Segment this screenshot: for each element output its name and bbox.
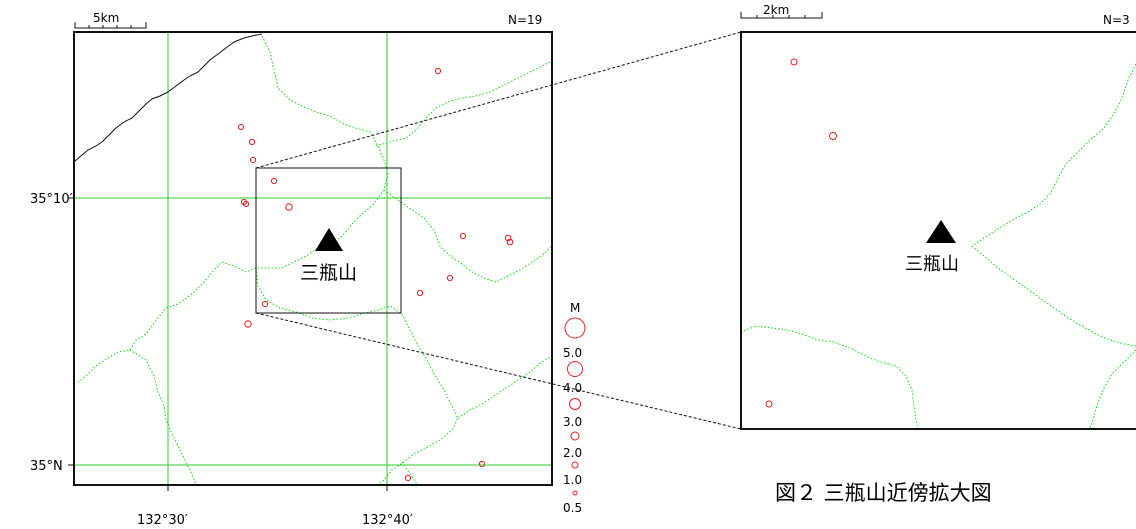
epicenter bbox=[447, 275, 452, 280]
epicenter bbox=[479, 461, 484, 466]
lon-label-132-40: 132°40′ bbox=[362, 513, 413, 528]
epicenter bbox=[238, 124, 243, 129]
magnitude-legend: M 5.0 4.0 3.0 2.0 1.0 0.5 bbox=[563, 301, 585, 515]
epicenter bbox=[262, 301, 267, 306]
left-frame-ticks bbox=[68, 198, 387, 491]
left-prefecture-borders bbox=[78, 36, 552, 486]
lat-label-35-10: 35°10′ bbox=[30, 192, 73, 207]
epicenter bbox=[435, 68, 440, 73]
legend-label-1: 1.0 bbox=[563, 473, 582, 487]
epicenter bbox=[417, 290, 422, 295]
left-map-frame bbox=[74, 32, 552, 485]
connector-bottom bbox=[256, 313, 741, 429]
legend-label-5: 5.0 bbox=[563, 346, 582, 360]
legend-circle-4 bbox=[568, 362, 583, 377]
legend-circle-05 bbox=[573, 491, 577, 495]
epicenter bbox=[271, 178, 276, 183]
legend-circle-1 bbox=[572, 462, 578, 468]
left-scale-bar: 5km bbox=[75, 11, 146, 28]
figure-caption: 図２ 三瓶山近傍拡大図 bbox=[775, 481, 992, 505]
left-count-label: N=19 bbox=[508, 13, 542, 27]
legend-circle-3 bbox=[570, 399, 581, 410]
epicenter bbox=[766, 401, 772, 407]
legend-circle-5 bbox=[565, 318, 585, 338]
right-scale-label: 2km bbox=[763, 3, 789, 17]
legend-labels: 5.0 4.0 3.0 2.0 1.0 0.5 bbox=[563, 346, 582, 515]
lon-label-132-30: 132°30′ bbox=[137, 513, 188, 528]
lat-label-35: 35°N bbox=[30, 459, 63, 474]
left-gridlines bbox=[74, 32, 552, 485]
epicenter bbox=[249, 139, 254, 144]
legend-label-4: 4.0 bbox=[563, 381, 582, 395]
right-count-label: N=3 bbox=[1103, 13, 1130, 27]
right-volcano-triangle-icon bbox=[926, 220, 956, 243]
right-map: 2km N=3 三瓶山 bbox=[741, 3, 1136, 429]
epicenter bbox=[791, 59, 797, 65]
right-scale-bar: 2km bbox=[741, 3, 822, 18]
epicenter bbox=[460, 233, 465, 238]
epicenter bbox=[830, 133, 837, 140]
right-volcano-label: 三瓶山 bbox=[905, 254, 959, 275]
connector-top bbox=[256, 32, 741, 168]
epicenter bbox=[250, 157, 255, 162]
epicenter bbox=[286, 204, 292, 210]
right-epicenters bbox=[766, 59, 837, 407]
legend-label-05: 0.5 bbox=[563, 501, 582, 515]
right-prefecture-borders bbox=[741, 64, 1136, 429]
legend-title: M bbox=[570, 301, 580, 315]
left-map: 5km N=19 bbox=[30, 11, 552, 528]
left-volcano-label: 三瓶山 bbox=[300, 262, 357, 284]
epicenter bbox=[245, 321, 251, 327]
legend-circles bbox=[565, 318, 585, 495]
legend-label-3: 3.0 bbox=[563, 415, 582, 429]
volcano-triangle-icon bbox=[315, 228, 343, 251]
legend-label-2: 2.0 bbox=[563, 446, 582, 460]
left-epicenters bbox=[238, 68, 512, 480]
left-scale-label: 5km bbox=[93, 11, 119, 25]
legend-circle-2 bbox=[571, 432, 579, 440]
epicenter bbox=[405, 475, 410, 480]
